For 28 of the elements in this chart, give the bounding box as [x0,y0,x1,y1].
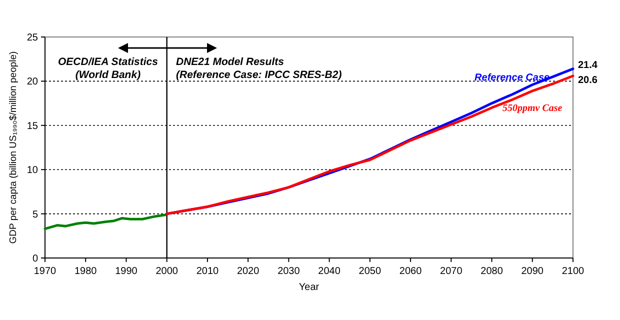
y-tick-label: 5 [32,209,38,220]
x-tick-label: 2100 [562,266,585,277]
x-tick-label: 2000 [156,266,178,277]
x-tick-label: 2070 [440,266,463,277]
data-label: 21.4 [578,60,598,71]
x-axis-title: Year [298,282,320,293]
x-tick-label: 2050 [358,266,382,277]
x-tick-label: 2080 [480,266,504,277]
y-tick-label: 0 [32,254,38,264]
x-tick-label: 2040 [318,266,341,277]
x-tick-label: 1970 [34,266,57,277]
y-axis-title: GDP per capta (billion US₁₉₉₀$/million people) [8,51,19,244]
x-tick-label: 2090 [521,266,544,277]
x-tick-label: 2060 [399,266,422,277]
data-label: 20.6 [578,74,598,86]
line-series [44,213,168,230]
y-tick-label: 10 [26,165,38,176]
y-tick-label: 20 [26,76,38,88]
y-tick-label: 15 [26,120,38,132]
y-tick-label: 25 [26,32,38,44]
x-tick-label: 1980 [74,266,98,277]
x-tick-label: 1990 [115,266,138,277]
annotation: DNE21 Model Results (Reference Case: IPCC SRES-B2) [176,56,342,81]
series-label: 550ppmv Case [502,102,563,114]
x-tick-label: 2010 [196,266,220,277]
x-tick-label: 2020 [236,266,260,277]
x-tick-label: 2030 [278,266,300,277]
annotation: OECD/IEA Statistics (World Bank) [58,56,158,81]
